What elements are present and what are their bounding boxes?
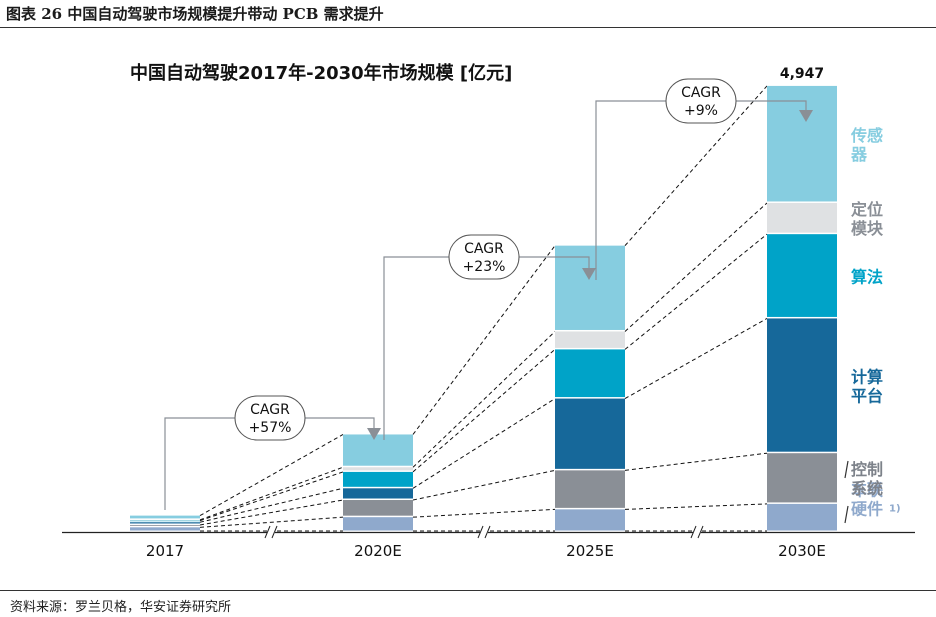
series-footnote-mark: 1) (889, 503, 901, 514)
series-label: 控制 (851, 460, 883, 479)
bar-segment (343, 488, 413, 499)
cagr-bubble (448, 234, 520, 280)
figure-caption: 图表 26 中国自动驾驶市场规模提升带动 PCB 需求提升 (6, 5, 384, 23)
connector-line (624, 202, 768, 332)
bar-segment (343, 467, 413, 471)
x-tick-label: 2017 (146, 542, 184, 560)
cagr-arrow-head (799, 110, 813, 122)
x-tick-label: 2020E (354, 542, 402, 560)
connector-line (624, 85, 768, 246)
cagr-bubble (234, 395, 306, 441)
bar-segment (767, 234, 837, 317)
x-tick-label: 2030E (778, 542, 826, 560)
bar-segment (555, 349, 625, 398)
top-rule (0, 27, 936, 28)
cagr-value: +9% (684, 103, 718, 119)
bar-segment (130, 522, 200, 524)
series-label: 平台 (851, 386, 883, 405)
bar-segment (343, 500, 413, 516)
connector-line (412, 398, 556, 489)
series-label: 定位 (850, 200, 883, 219)
bar-segment (555, 245, 625, 330)
connector-line (624, 452, 768, 471)
bar-segment (767, 202, 837, 233)
cagr-arrow-head (367, 428, 381, 440)
cagr-value: +23% (463, 259, 506, 275)
series-label: 系统 (851, 479, 883, 498)
chart-title: 中国自动驾驶2017年-2030年市场规模 [亿元] (130, 62, 512, 84)
bar-segment (130, 527, 200, 531)
axis-break-gap (693, 527, 701, 537)
bar-segment (555, 509, 625, 531)
cagr-label: CAGR (681, 85, 721, 101)
axis-break-mark (690, 525, 697, 539)
connector-line (624, 233, 768, 350)
axis-break-mark (697, 525, 704, 539)
label-leader (844, 460, 849, 479)
connector-line (624, 503, 768, 510)
cagr-label: CAGR (464, 241, 504, 257)
bar-segment (767, 453, 837, 503)
connector-line (412, 508, 556, 518)
x-tick-label: 2025E (566, 542, 614, 560)
cagr-value: +57% (249, 420, 292, 436)
axis-break-mark (271, 525, 278, 539)
series-label: 硬件 (851, 499, 883, 518)
bar-segment (767, 503, 837, 531)
series-label: 传感 (850, 126, 883, 145)
connector-line (199, 466, 344, 521)
axis-break-mark (477, 525, 484, 539)
axis-break-mark (484, 525, 491, 539)
connector-line (624, 318, 768, 400)
bar-segment (343, 434, 413, 466)
series-label: 车联 (851, 480, 883, 499)
cagr-arrow-head (582, 268, 596, 280)
cagr-label: CAGR (250, 402, 290, 418)
connector-line (199, 516, 344, 528)
connector-line (412, 331, 556, 468)
connector-line (199, 487, 344, 523)
bar-segment (130, 515, 200, 519)
connector-line (412, 469, 556, 501)
stacked-bar-chart: 中国自动驾驶2017年-2030年市场规模 [亿元] 2017 2020E 2025E… (62, 62, 915, 560)
total-label: 4,947 (780, 66, 824, 82)
bar-segment (343, 471, 413, 487)
bar-segment (555, 398, 625, 469)
axis-break-gap (267, 527, 275, 537)
bar-segment (343, 517, 413, 531)
connector-line (199, 471, 344, 522)
bar-segment (130, 519, 200, 521)
axis-break-gap (480, 527, 488, 537)
series-label: 计算 (851, 367, 883, 386)
connector-line (412, 245, 556, 435)
connector-line (199, 499, 344, 526)
bar-segment (130, 524, 200, 526)
bar-segment (555, 470, 625, 508)
bar-segment (767, 85, 837, 202)
series-label: 模块 (851, 219, 884, 238)
connector-line (412, 349, 556, 473)
bar-segment (555, 331, 625, 348)
axis-break-mark (264, 525, 271, 539)
series-label: 算法 (851, 267, 883, 286)
cagr-bubble (665, 78, 737, 124)
source-note: 资料来源：罗兰贝格，华安证券研究所 (10, 600, 232, 615)
bar-segment (130, 520, 200, 522)
label-leader (844, 505, 849, 524)
bottom-rule (0, 590, 936, 591)
bar-segment (767, 318, 837, 452)
series-label: 器 (850, 145, 868, 164)
